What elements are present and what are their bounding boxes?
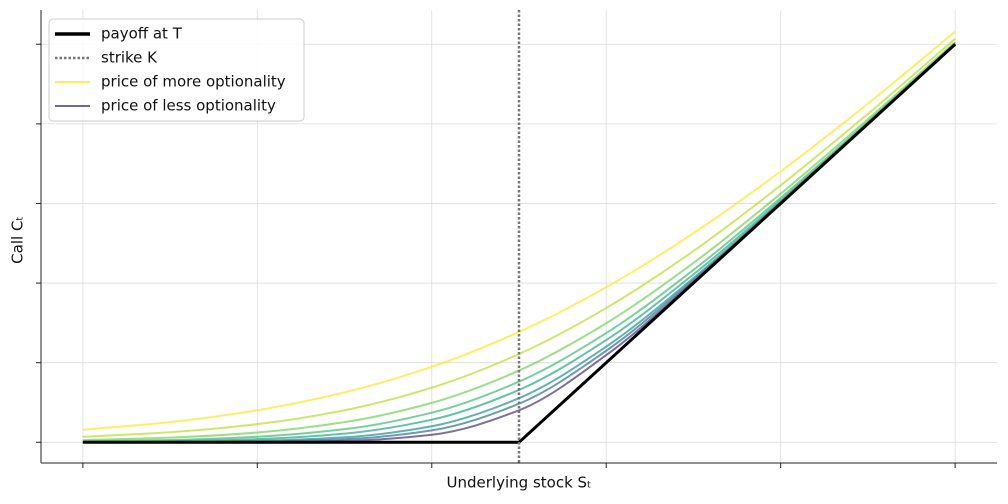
price-curve	[82, 41, 956, 442]
legend-label: payoff at T	[101, 25, 183, 43]
legend: payoff at T strike K price of more optiona…	[48, 18, 305, 122]
price-curve	[82, 30, 956, 431]
x-axis-label: Underlying stock Sₜ	[447, 474, 592, 492]
plot-area	[82, 10, 957, 463]
legend-box	[48, 18, 305, 122]
price-curve	[82, 37, 956, 438]
y-axis-label: Call Cₜ	[9, 216, 27, 264]
legend-label: price of more optionality	[101, 73, 286, 91]
legend-label: price of less optionality	[101, 97, 276, 115]
legend-label: strike K	[101, 49, 158, 67]
price-curve	[82, 42, 956, 443]
